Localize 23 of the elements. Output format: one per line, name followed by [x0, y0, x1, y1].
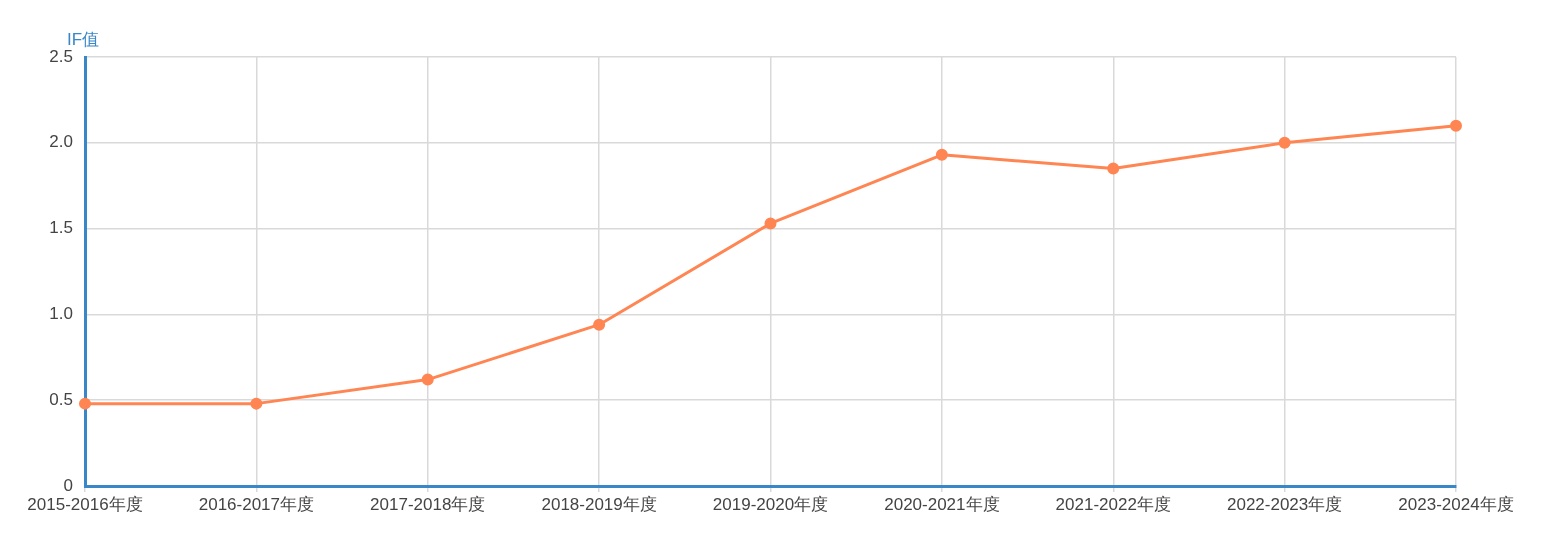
x-tick-label: 2023-2024年度 [1398, 494, 1514, 514]
y-tick-label: 1.0 [49, 304, 73, 324]
point [421, 373, 434, 386]
point [250, 397, 263, 410]
point [1107, 162, 1120, 175]
x-tick-label: 2018-2019年度 [541, 494, 657, 514]
point [764, 217, 777, 230]
x-tick-label: 2022-2023年度 [1226, 494, 1343, 514]
x-tick-label: 2019-2020年度 [712, 494, 829, 514]
point [1278, 136, 1291, 149]
y-tick-label: 0.5 [49, 389, 73, 409]
point [1450, 119, 1462, 132]
x-tick-label: 2016-2017年度 [198, 494, 315, 514]
point [79, 397, 91, 410]
x-tick-label: 2020-2021年度 [884, 494, 1000, 514]
x-tick-label: 2015-2016年度 [27, 494, 143, 514]
y-tick-label: 1.5 [49, 218, 73, 238]
y-tick-label: 0 [63, 475, 73, 495]
x-tick-label: 2021-2022年度 [1055, 494, 1171, 514]
y-tick-label: 2.0 [49, 132, 73, 152]
point [935, 148, 948, 161]
point [593, 318, 606, 331]
x-tick-label: 2017-2018年度 [370, 494, 486, 514]
